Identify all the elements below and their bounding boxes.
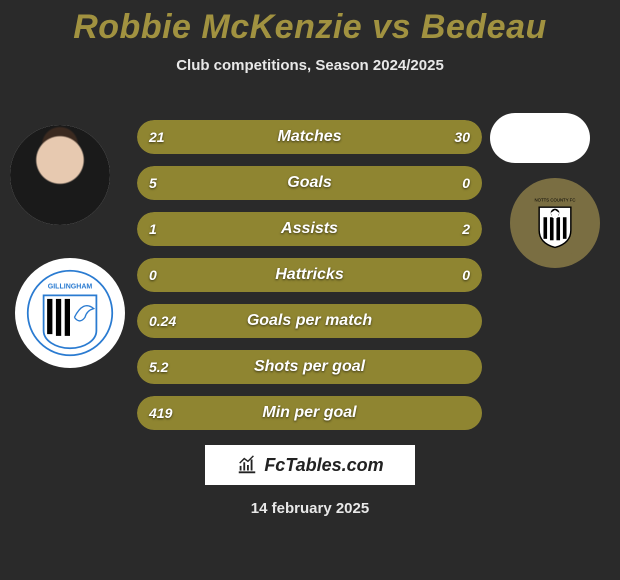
stat-label: Min per goal xyxy=(137,396,482,430)
stat-value-left: 21 xyxy=(149,120,165,154)
stat-value-left: 419 xyxy=(149,396,172,430)
stat-label: Goals per match xyxy=(137,304,482,338)
stat-row: Hattricks0 0 xyxy=(137,258,482,292)
stat-row: Goals per match0.24 xyxy=(137,304,482,338)
club-right-crest-icon: NOTTS COUNTY FC xyxy=(519,187,591,259)
stat-row: Matches21 30 xyxy=(137,120,482,154)
stat-label: Goals xyxy=(137,166,482,200)
club-left-crest-icon: GILLINGHAM xyxy=(26,269,114,357)
stat-row: Assists1 2 xyxy=(137,212,482,246)
stat-label: Matches xyxy=(137,120,482,154)
stat-value-left: 5.2 xyxy=(149,350,168,384)
stat-row: Goals5 0 xyxy=(137,166,482,200)
stat-value-right: 0 xyxy=(462,166,470,200)
svg-text:NOTTS COUNTY FC: NOTTS COUNTY FC xyxy=(535,197,576,202)
player-left-face-icon xyxy=(10,125,110,225)
comparison-chart: Matches2130Goals50Assists12Hattricks00Go… xyxy=(137,120,482,442)
stat-value-left: 0 xyxy=(149,258,157,292)
page-subtitle: Club competitions, Season 2024/2025 xyxy=(0,57,620,74)
svg-text:GILLINGHAM: GILLINGHAM xyxy=(48,283,93,290)
watermark-label: FcTables.com xyxy=(264,455,383,476)
stat-value-left: 0.24 xyxy=(149,304,176,338)
stat-value-right: 0 xyxy=(462,258,470,292)
stat-value-right: 30 xyxy=(454,120,470,154)
footer-date: 14 february 2025 xyxy=(0,500,620,517)
player-right-avatar xyxy=(490,113,590,163)
stat-value-right: 2 xyxy=(462,212,470,246)
chart-icon xyxy=(236,454,258,476)
watermark-badge: FcTables.com xyxy=(205,445,415,485)
stat-label: Assists xyxy=(137,212,482,246)
stat-label: Hattricks xyxy=(137,258,482,292)
stat-value-left: 5 xyxy=(149,166,157,200)
page-title: Robbie McKenzie vs Bedeau xyxy=(0,8,620,47)
player-left-avatar xyxy=(10,125,110,225)
club-right-badge: NOTTS COUNTY FC xyxy=(510,178,600,268)
stat-row: Shots per goal5.2 xyxy=(137,350,482,384)
stat-row: Min per goal419 xyxy=(137,396,482,430)
club-left-badge: GILLINGHAM xyxy=(15,258,125,368)
stat-value-left: 1 xyxy=(149,212,157,246)
stat-label: Shots per goal xyxy=(137,350,482,384)
